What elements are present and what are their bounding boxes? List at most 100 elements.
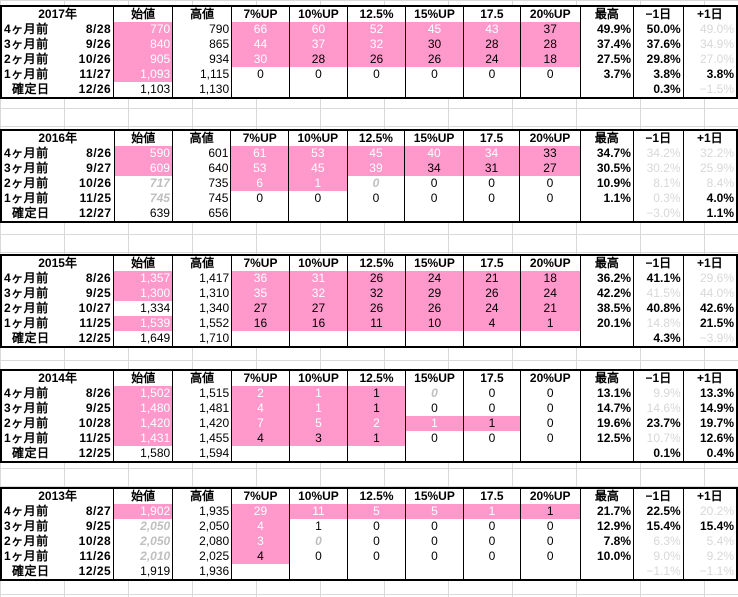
cell-u20[interactable]: 0	[519, 431, 581, 446]
cell-p1[interactable]: 14.9%	[682, 401, 738, 416]
cell-u125[interactable]: 5	[347, 504, 406, 519]
column-header-cell[interactable]: +1日	[682, 254, 738, 271]
cell-u175[interactable]: 4	[463, 316, 521, 331]
cell-u20[interactable]: 24	[519, 286, 581, 301]
cell-high[interactable]: 1,552	[172, 316, 233, 331]
cell-max[interactable]: 3.7%	[579, 67, 635, 82]
cell-u7-empty[interactable]	[231, 446, 290, 463]
cell-u125-empty[interactable]	[346, 206, 406, 223]
cell-p1[interactable]: 3.8%	[682, 67, 738, 82]
cell-open[interactable]: 1,420	[113, 416, 174, 431]
cell-max[interactable]: 20.1%	[579, 316, 635, 331]
column-header-cell[interactable]: 10%UP	[288, 5, 349, 22]
cell-u7-empty[interactable]	[231, 331, 290, 348]
cell-u7[interactable]: 16	[231, 316, 290, 331]
cell-u10-empty[interactable]	[288, 564, 349, 581]
cell-u175[interactable]: 43	[463, 22, 521, 37]
cell-u7-empty[interactable]	[230, 206, 290, 223]
cell-u7[interactable]: 4	[231, 549, 290, 564]
cell-m1[interactable]: 6.3%	[633, 534, 684, 549]
cell-open[interactable]: 609	[113, 161, 173, 176]
cell-u175[interactable]: 0	[463, 549, 521, 564]
cell-u20[interactable]: 0	[519, 401, 581, 416]
cell-max[interactable]: 30.5%	[579, 161, 634, 176]
cell-u125[interactable]: 0	[347, 549, 406, 564]
row-label-cell[interactable]: 2ヶ月前 10/27	[0, 301, 115, 316]
row-label-cell[interactable]: 3ヶ月前 9/27	[0, 161, 115, 176]
cell-high[interactable]: 1,936	[172, 564, 233, 581]
column-header-cell[interactable]: 17.5	[463, 369, 521, 386]
cell-m1[interactable]: 23.7%	[633, 416, 684, 431]
cell-m1[interactable]: 0.3%	[633, 82, 684, 99]
cell-open[interactable]: 1,919	[113, 564, 174, 581]
cell-p1[interactable]: −1.5%	[682, 82, 738, 99]
cell-m1[interactable]: 15.4%	[633, 519, 684, 534]
cell-u175[interactable]: 1	[463, 504, 521, 519]
cell-u125[interactable]: 0	[347, 67, 406, 82]
column-header-cell[interactable]: 12.5%	[347, 254, 406, 271]
cell-open[interactable]: 1,357	[113, 271, 174, 286]
cell-max-empty[interactable]	[579, 206, 634, 223]
column-header-cell[interactable]: 17.5	[463, 487, 521, 504]
cell-m1[interactable]: 14.8%	[633, 316, 684, 331]
row-label-cell[interactable]: 3ヶ月前 9/25	[0, 519, 115, 534]
cell-u10[interactable]: 53	[288, 146, 348, 161]
cell-m1[interactable]: 9.9%	[633, 386, 684, 401]
cell-p1[interactable]: −3.9%	[682, 331, 738, 348]
cell-m1[interactable]: 34.2%	[632, 146, 684, 161]
cell-u20[interactable]: 21	[519, 301, 581, 316]
column-header-cell[interactable]: −1日	[633, 487, 684, 504]
cell-u10-empty[interactable]	[288, 82, 349, 99]
column-header-cell[interactable]: 始値	[113, 487, 174, 504]
cell-u175[interactable]: 24	[463, 301, 521, 316]
row-label-cell[interactable]: 4ヶ月前 8/26	[0, 386, 115, 401]
cell-p1[interactable]: 21.5%	[682, 316, 738, 331]
cell-p1[interactable]: 44.0%	[682, 286, 738, 301]
column-header-cell[interactable]: 15%UP	[404, 369, 465, 386]
column-header-cell[interactable]: 15%UP	[404, 129, 464, 146]
cell-high[interactable]: 790	[172, 22, 233, 37]
cell-m1[interactable]: 40.8%	[633, 301, 684, 316]
cell-open[interactable]: 745	[113, 191, 173, 206]
cell-u20[interactable]: 0	[519, 176, 581, 191]
cell-u20[interactable]: 0	[519, 549, 581, 564]
cell-u10[interactable]: 0	[288, 534, 349, 549]
cell-open[interactable]: 1,300	[113, 286, 174, 301]
column-header-cell[interactable]: 15%UP	[404, 5, 465, 22]
cell-m1[interactable]: 29.8%	[633, 52, 684, 67]
cell-u15[interactable]: 10	[404, 316, 465, 331]
cell-u20-empty[interactable]	[519, 564, 581, 581]
cell-high[interactable]: 1,115	[172, 67, 233, 82]
cell-u20[interactable]: 37	[519, 22, 581, 37]
cell-u7[interactable]: 4	[231, 431, 290, 446]
cell-u15[interactable]: 5	[404, 504, 465, 519]
column-header-cell[interactable]: 10%UP	[288, 129, 348, 146]
cell-u20[interactable]: 18	[519, 52, 581, 67]
cell-u175-empty[interactable]	[463, 446, 521, 463]
cell-m1[interactable]: 30.2%	[632, 161, 684, 176]
cell-p1[interactable]: 34.9%	[682, 37, 738, 52]
cell-u15[interactable]: 45	[404, 22, 465, 37]
cell-u10[interactable]: 0	[288, 67, 349, 82]
cell-u125[interactable]: 26	[347, 271, 406, 286]
cell-u125[interactable]: 0	[346, 176, 406, 191]
column-header-cell[interactable]: 7%UP	[231, 5, 290, 22]
cell-max-empty[interactable]	[579, 82, 635, 99]
cell-u20[interactable]: 18	[519, 271, 581, 286]
cell-u15[interactable]: 0	[404, 191, 464, 206]
cell-m1[interactable]: 0.3%	[632, 191, 684, 206]
column-header-cell[interactable]: 最高	[579, 369, 635, 386]
cell-u7[interactable]: 66	[231, 22, 290, 37]
column-header-cell[interactable]: 高値	[171, 129, 232, 146]
cell-u7[interactable]: 6	[230, 176, 290, 191]
cell-high[interactable]: 1,481	[172, 401, 233, 416]
column-header-cell[interactable]: 20%UP	[519, 487, 581, 504]
column-header-cell[interactable]: 12.5%	[346, 129, 406, 146]
cell-u175[interactable]: 0	[463, 519, 521, 534]
cell-open[interactable]: 1,502	[113, 386, 174, 401]
cell-u125[interactable]: 0	[346, 191, 406, 206]
cell-p1[interactable]: 1.1%	[682, 206, 738, 223]
row-label-cell[interactable]: 4ヶ月前 8/28	[0, 22, 115, 37]
row-label-cell[interactable]: 1ヶ月前 11/26	[0, 549, 115, 564]
cell-u10[interactable]: 11	[288, 504, 349, 519]
